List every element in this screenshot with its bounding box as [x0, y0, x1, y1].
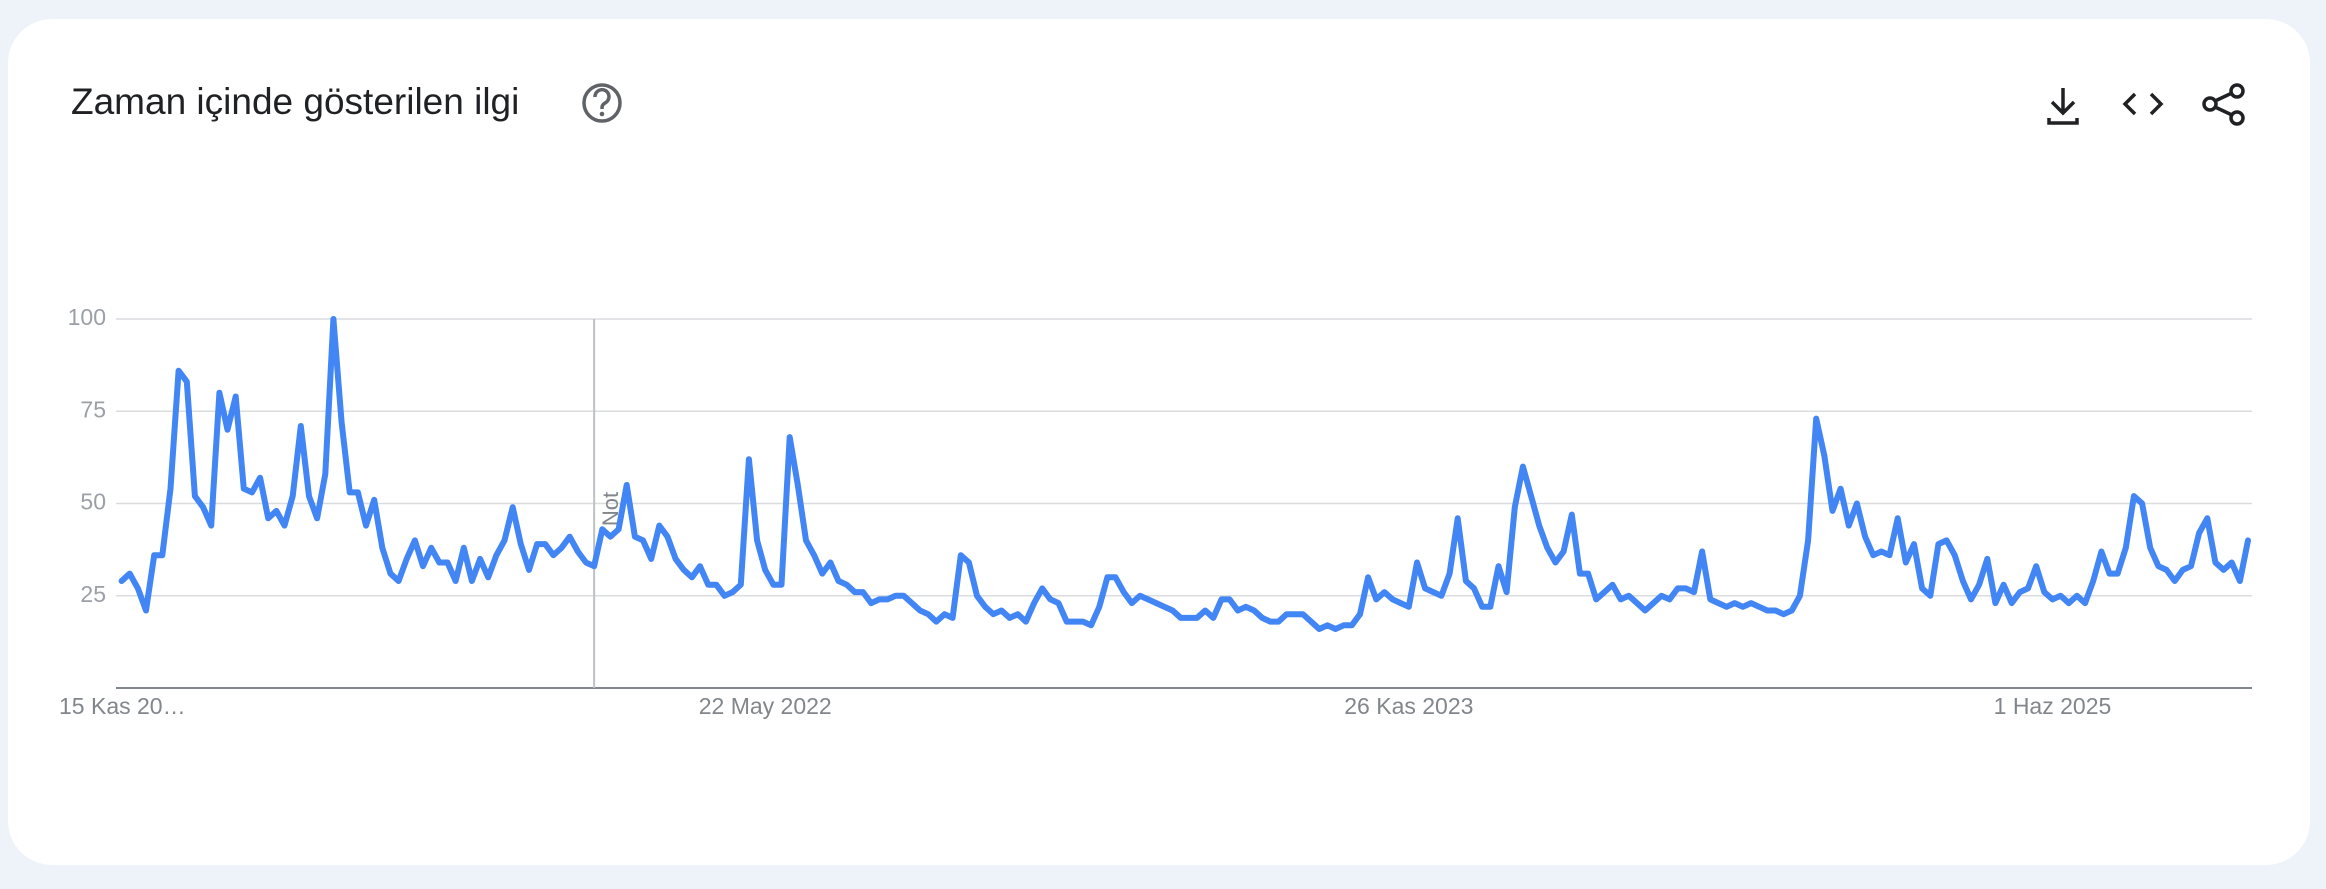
- trend-line: [118, 316, 2251, 632]
- x-tick-label: 1 Haz 2025: [1994, 693, 2112, 719]
- help-icon[interactable]: [582, 83, 622, 123]
- download-button[interactable]: [2047, 88, 2079, 125]
- x-tick-label: 22 May 2022: [699, 693, 832, 719]
- share-button[interactable]: [2202, 83, 2245, 126]
- x-tick-label: 15 Kas 20…: [59, 693, 186, 719]
- y-tick-label: 50: [80, 489, 106, 515]
- y-tick-label: 75: [80, 396, 106, 422]
- card: [8, 19, 2310, 865]
- chart-title: Zaman içinde gösterilen ilgi: [71, 81, 519, 122]
- embed-button[interactable]: [2122, 92, 2164, 116]
- x-tick-label: 26 Kas 2023: [1344, 693, 1473, 719]
- y-tick-label: 25: [80, 581, 106, 607]
- y-tick-label: 100: [68, 304, 106, 330]
